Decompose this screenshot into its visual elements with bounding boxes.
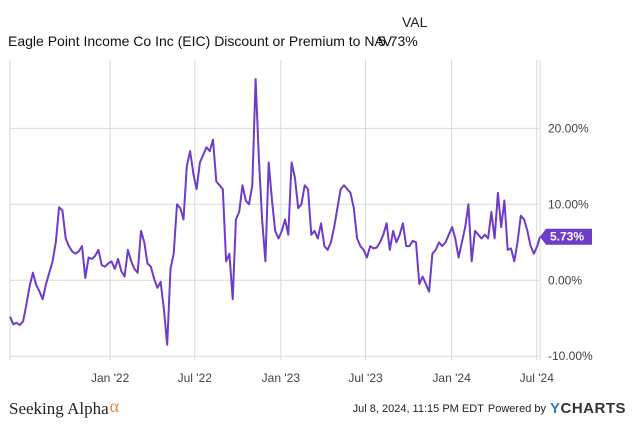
last-value-tag (540, 228, 592, 245)
y-tick-label: 20.00% (548, 121, 589, 135)
ycharts-logo-rest: CHARTS (560, 400, 626, 417)
x-tick-label: Jan '23 (262, 371, 301, 385)
x-axis-ticks: Jan '22 Jul '22 Jan '23 Jul '23 Jan '24 Jul '… (91, 371, 554, 385)
column-header: VAL (402, 14, 428, 30)
ycharts-logo-y: Y (549, 400, 561, 417)
alpha-icon: α (109, 396, 120, 416)
seeking-alpha-logo: Seeking Alphaα (9, 396, 119, 419)
y-tick-label: 10.00% (548, 197, 589, 211)
brand-name: Seeking Alpha (9, 399, 109, 418)
x-tick-label: Jan '22 (91, 371, 130, 385)
y-tick-label: -10.00% (548, 349, 593, 363)
x-tick-label: Jul '23 (348, 371, 383, 385)
series-line (9, 78, 541, 346)
last-value-text: 5.73% (550, 230, 584, 244)
chart-title: Eagle Point Income Co Inc (EIC) Discount… (8, 33, 393, 49)
powered-by: Powered by (487, 402, 546, 415)
x-tick-label: Jul '24 (520, 371, 555, 385)
footer-credit: Jul 8, 2024, 11:15 PM EDT Powered by YCH… (353, 400, 626, 417)
last-value-label: 5.73% (540, 228, 592, 245)
ycharts-logo: YCHARTS (550, 400, 626, 417)
timestamp: Jul 8, 2024, 11:15 PM EDT (352, 402, 484, 415)
y-tick-label: 0.00% (548, 273, 582, 287)
latest-value: 5.73% (378, 33, 418, 49)
x-tick-label: Jan '24 (432, 371, 471, 385)
grid-lines (9, 60, 541, 360)
x-tick-label: Jul '22 (178, 371, 213, 385)
y-axis-ticks: -10.00% 0.00% 10.00% 20.00% (548, 121, 593, 363)
